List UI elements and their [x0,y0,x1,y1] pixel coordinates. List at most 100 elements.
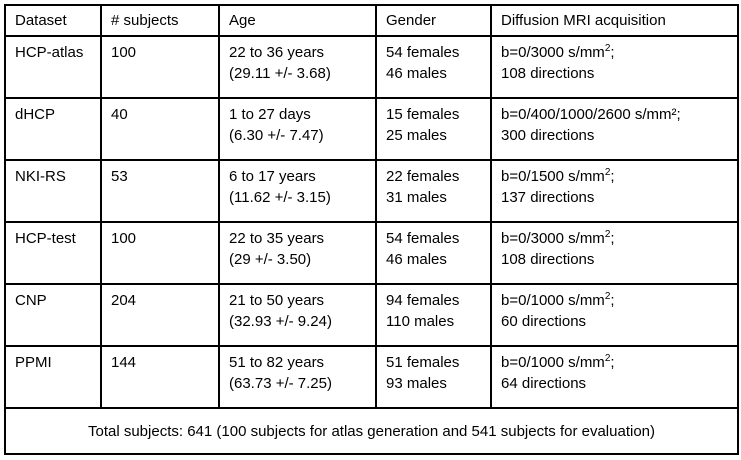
dataset-name: NKI-RS [15,168,66,185]
row-hcp-test: HCP-test 100 22 to 35 years (29 +/- 3.50… [4,221,739,285]
b-values-line: b=0/1000 s/mm2; [501,352,733,373]
header-row: Dataset # subjects Age Gender Diffusion … [4,4,739,37]
b-values-line: b=0/400/1000/2600 s/mm²; [501,104,733,125]
directions-line: 300 directions [501,127,595,144]
column-header-age: Age [218,4,377,37]
age-stats: (63.73 +/- 7.25) [229,375,332,392]
b-values-text: b=0/3000 s/mm [501,44,605,61]
age-stats: (6.30 +/- 7.47) [229,127,324,144]
cell-acquisition: b=0/1500 s/mm2; 137 directions [490,159,739,223]
cell-acquisition: b=0/3000 s/mm2; 108 directions [490,35,739,99]
row-cnp: CNP 204 21 to 50 years (32.93 +/- 9.24) … [4,283,739,347]
b-values-text: b=0/1000 s/mm [501,354,605,371]
b-values-suffix: ; [610,292,615,309]
b-values-text: b=0/3000 s/mm [501,230,605,247]
age-stats: (29 +/- 3.50) [229,251,312,268]
b-values-suffix: ; [610,44,615,61]
gender-females: 22 females [386,168,460,185]
column-header-gender: Gender [375,4,492,37]
gender-females: 54 females [386,44,460,61]
dataset-name: dHCP [15,106,56,123]
dataset-name: HCP-test [15,230,76,247]
total-subjects-text: Total subjects: 641 (100 subjects for at… [87,422,655,440]
footer-row: Total subjects: 641 (100 subjects for at… [4,407,739,455]
directions-line: 137 directions [501,189,595,206]
b-values-line: b=0/3000 s/mm2; [501,42,733,63]
row-ppmi: PPMI 144 51 to 82 years (63.73 +/- 7.25)… [4,345,739,409]
superscript-exponent: 2 [604,353,611,364]
row-nki-rs: NKI-RS 53 6 to 17 years (11.62 +/- 3.15)… [4,159,739,223]
cell-age: 21 to 50 years (32.93 +/- 9.24) [218,283,377,347]
row-dhcp: dHCP 40 1 to 27 days (6.30 +/- 7.47) 15 … [4,97,739,161]
cell-age: 6 to 17 years (11.62 +/- 3.15) [218,159,377,223]
gender-males: 110 males [386,313,455,330]
subject-count: 204 [111,292,137,309]
table-footer: Total subjects: 641 (100 subjects for at… [4,407,739,455]
directions-line: 108 directions [501,65,595,82]
age-stats: (29.11 +/- 3.68) [229,65,331,82]
gender-males: 46 males [386,251,447,268]
subject-count: 53 [111,168,128,185]
age-range: 6 to 17 years [229,168,316,185]
cell-acquisition: b=0/3000 s/mm2; 108 directions [490,221,739,285]
column-header-gender-label: Gender [386,12,437,29]
age-range: 51 to 82 years [229,354,325,371]
dataset-summary-table: Dataset # subjects Age Gender Diffusion … [4,4,739,455]
cell-subjects: 204 [100,283,220,347]
directions-line: 64 directions [501,375,587,392]
b-values-suffix: ; [610,168,615,185]
cell-subjects: 40 [100,97,220,161]
cell-subjects: 100 [100,35,220,99]
cell-acquisition: b=0/1000 s/mm2; 64 directions [490,345,739,409]
cell-dataset: PPMI [4,345,102,409]
directions-line: 108 directions [501,251,595,268]
subject-count: 100 [111,230,137,247]
gender-females: 15 females [386,106,460,123]
cell-gender: 22 females 31 males [375,159,492,223]
age-range: 21 to 50 years [229,292,325,309]
cell-subjects: 100 [100,221,220,285]
cell-dataset: HCP-test [4,221,102,285]
age-range: 22 to 35 years [229,230,325,247]
cell-acquisition: b=0/400/1000/2600 s/mm²; 300 directions [490,97,739,161]
cell-subjects: 144 [100,345,220,409]
column-header-dataset: Dataset [4,4,102,37]
cell-gender: 51 females 93 males [375,345,492,409]
column-header-acquisition: Diffusion MRI acquisition [490,4,739,37]
gender-males: 25 males [386,127,447,144]
cell-acquisition: b=0/1000 s/mm2; 60 directions [490,283,739,347]
subject-count: 100 [111,44,137,61]
total-subjects-cell: Total subjects: 641 (100 subjects for at… [4,407,739,455]
table-body: HCP-atlas 100 22 to 36 years (29.11 +/- … [4,35,739,409]
cell-dataset: dHCP [4,97,102,161]
age-range: 1 to 27 days [229,106,311,123]
gender-males: 31 males [386,189,447,206]
superscript-exponent: 2 [604,291,611,302]
gender-males: 93 males [386,375,447,392]
cell-gender: 15 females 25 males [375,97,492,161]
subject-count: 144 [111,354,137,371]
dataset-name: PPMI [15,354,52,371]
gender-females: 51 females [386,354,460,371]
cell-gender: 54 females 46 males [375,35,492,99]
b-values-suffix: ; [676,106,681,123]
column-header-age-label: Age [229,12,256,29]
age-range: 22 to 36 years [229,44,325,61]
cell-age: 22 to 35 years (29 +/- 3.50) [218,221,377,285]
b-values-suffix: ; [610,230,615,247]
superscript-exponent: 2 [604,229,611,240]
column-header-subjects-label: # subjects [111,12,179,29]
b-values-suffix: ; [610,354,615,371]
b-values-line: b=0/1500 s/mm2; [501,166,733,187]
cell-age: 51 to 82 years (63.73 +/- 7.25) [218,345,377,409]
table-header: Dataset # subjects Age Gender Diffusion … [4,4,739,37]
cell-dataset: NKI-RS [4,159,102,223]
b-values-text: b=0/1000 s/mm [501,292,605,309]
subject-count: 40 [111,106,128,123]
gender-males: 46 males [386,65,447,82]
superscript-exponent: 2 [604,167,611,178]
cell-age: 22 to 36 years (29.11 +/- 3.68) [218,35,377,99]
cell-subjects: 53 [100,159,220,223]
cell-dataset: CNP [4,283,102,347]
superscript-exponent: 2 [604,43,611,54]
